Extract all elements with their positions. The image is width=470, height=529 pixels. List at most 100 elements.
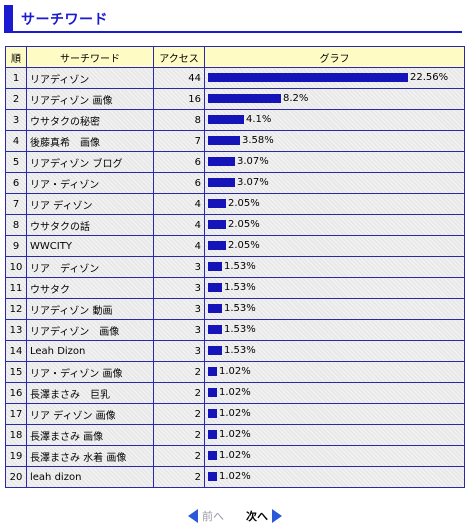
table-row: 15 リア・ディゾン 画像 2 1.02% — [5, 361, 465, 383]
rank-cell: 7 — [5, 193, 27, 215]
count-cell: 3 — [153, 340, 205, 362]
percentage-bar — [208, 346, 222, 356]
graph-cell: 4.1% — [204, 109, 465, 131]
keyword-cell: ウサタクの秘密 — [26, 109, 154, 131]
percentage-label: 22.56% — [410, 72, 449, 84]
count-cell: 3 — [153, 298, 205, 320]
keyword-cell: 後藤真希 画像 — [26, 130, 154, 152]
percentage-bar — [208, 388, 217, 398]
table-row: 7 リア ディゾン 4 2.05% — [5, 193, 465, 215]
percentage-bar — [208, 241, 226, 251]
graph-cell: 2.05% — [204, 214, 465, 236]
percentage-bar — [208, 178, 235, 188]
table-row: 20 leah dizon 2 1.02% — [5, 466, 465, 488]
table-row: 14 Leah Dizon 3 1.53% — [5, 340, 465, 362]
graph-cell: 1.53% — [204, 340, 465, 362]
keyword-cell: WWCITY — [26, 235, 154, 257]
keyword-cell: 長澤まさみ 画像 — [26, 424, 154, 446]
count-cell: 2 — [153, 382, 205, 404]
percentage-bar — [208, 325, 222, 335]
percentage-bar — [208, 115, 244, 125]
percentage-bar — [208, 262, 222, 272]
table-header-row: 順 サーチワード アクセス グラフ — [5, 46, 465, 68]
keyword-cell: リア ディゾン 画像 — [26, 403, 154, 425]
graph-cell: 1.02% — [204, 424, 465, 446]
keyword-cell: リア ディゾン — [26, 193, 154, 215]
percentage-label: 3.07% — [237, 177, 269, 189]
section-title: サーチワード — [21, 12, 108, 28]
percentage-label: 1.53% — [224, 345, 256, 357]
rank-cell: 10 — [5, 256, 27, 278]
rank-cell: 3 — [5, 109, 27, 131]
count-cell: 3 — [153, 256, 205, 278]
graph-cell: 2.05% — [204, 193, 465, 215]
keyword-cell: リア・ディゾン — [26, 172, 154, 194]
count-cell: 6 — [153, 172, 205, 194]
keyword-cell: Leah Dizon — [26, 340, 154, 362]
rank-cell: 2 — [5, 88, 27, 110]
table-row: 19 長澤まさみ 水着 画像 2 1.02% — [5, 445, 465, 467]
graph-cell: 3.58% — [204, 130, 465, 152]
graph-cell: 1.53% — [204, 298, 465, 320]
rank-cell: 16 — [5, 382, 27, 404]
rank-cell: 8 — [5, 214, 27, 236]
percentage-bar — [208, 409, 217, 419]
table-row: 16 長澤まさみ 巨乳 2 1.02% — [5, 382, 465, 404]
graph-cell: 1.53% — [204, 256, 465, 278]
arrow-left-icon[interactable] — [188, 509, 198, 523]
count-cell: 3 — [153, 277, 205, 299]
graph-cell: 1.02% — [204, 361, 465, 383]
graph-cell: 1.02% — [204, 445, 465, 467]
percentage-label: 1.53% — [224, 324, 256, 336]
column-header-graph: グラフ — [204, 46, 465, 68]
count-cell: 2 — [153, 361, 205, 383]
column-header-rank: 順 — [5, 46, 27, 68]
count-cell: 3 — [153, 319, 205, 341]
count-cell: 7 — [153, 130, 205, 152]
percentage-bar — [208, 73, 408, 83]
percentage-bar — [208, 283, 222, 293]
count-cell: 2 — [153, 445, 205, 467]
rank-cell: 18 — [5, 424, 27, 446]
prev-page-link[interactable]: 前へ — [202, 510, 224, 523]
rank-cell: 6 — [5, 172, 27, 194]
next-page-link[interactable]: 次へ — [246, 510, 268, 523]
table-row: 5 リアディゾン ブログ 6 3.07% — [5, 151, 465, 173]
percentage-bar — [208, 157, 235, 167]
table-row: 10 リア ディゾン 3 1.53% — [5, 256, 465, 278]
count-cell: 2 — [153, 424, 205, 446]
graph-cell: 1.53% — [204, 277, 465, 299]
header-accent-bar — [4, 5, 13, 31]
search-word-table: 順 サーチワード アクセス グラフ 1 リアディゾン 44 22.56% 2 リアディゾン… — [5, 46, 465, 488]
percentage-label: 1.02% — [219, 408, 251, 420]
rank-cell: 19 — [5, 445, 27, 467]
table-row: 4 後藤真希 画像 7 3.58% — [5, 130, 465, 152]
percentage-label: 1.02% — [219, 366, 251, 378]
table-row: 1 リアディゾン 44 22.56% — [5, 67, 465, 89]
column-header-keyword: サーチワード — [26, 46, 154, 68]
count-cell: 2 — [153, 466, 205, 488]
keyword-cell: ウサタク — [26, 277, 154, 299]
keyword-cell: リア・ディゾン 画像 — [26, 361, 154, 383]
percentage-label: 4.1% — [246, 114, 272, 126]
graph-cell: 8.2% — [204, 88, 465, 110]
pagination: 前へ 次へ — [0, 508, 470, 526]
rank-cell: 1 — [5, 67, 27, 89]
keyword-cell: ウサタクの話 — [26, 214, 154, 236]
count-cell: 4 — [153, 235, 205, 257]
arrow-right-icon[interactable] — [272, 509, 282, 523]
percentage-bar — [208, 430, 217, 440]
table-row: 11 ウサタク 3 1.53% — [5, 277, 465, 299]
count-cell: 2 — [153, 403, 205, 425]
rank-cell: 17 — [5, 403, 27, 425]
percentage-bar — [208, 220, 226, 230]
section-header: サーチワード — [4, 5, 462, 33]
keyword-cell: 長澤まさみ 巨乳 — [26, 382, 154, 404]
count-cell: 16 — [153, 88, 205, 110]
percentage-label: 1.02% — [219, 387, 251, 399]
graph-cell: 2.05% — [204, 235, 465, 257]
percentage-label: 3.07% — [237, 156, 269, 168]
rank-cell: 13 — [5, 319, 27, 341]
keyword-cell: リアディゾン 画像 — [26, 88, 154, 110]
percentage-label: 2.05% — [228, 219, 260, 231]
